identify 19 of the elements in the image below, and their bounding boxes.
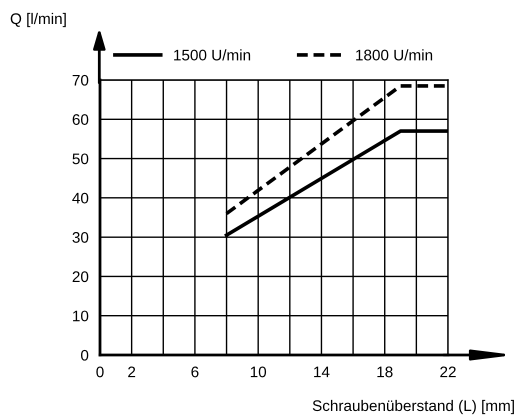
y-tick-label: 10 bbox=[73, 310, 88, 322]
x-tick-label: 22 bbox=[440, 366, 456, 378]
y-tick-label: 40 bbox=[72, 192, 88, 204]
y-tick-label: 0 bbox=[80, 350, 88, 361]
x-tick-label: 18 bbox=[377, 366, 393, 378]
y-axis-title: Q [l/min] bbox=[10, 12, 66, 28]
y-tick-label: 50 bbox=[72, 153, 88, 164]
y-tick-label: 70 bbox=[72, 74, 88, 86]
x-tick-label: 0 bbox=[96, 366, 104, 378]
x-axis-title: Schraubenüberstand (L) [mm] bbox=[312, 400, 514, 414]
x-tick-label: 10 bbox=[250, 366, 266, 378]
x-tick-label: 14 bbox=[314, 366, 330, 378]
legend-label: 1800 U/min bbox=[356, 49, 432, 60]
x-tick-label: 2 bbox=[128, 366, 136, 378]
y-tick-label: 20 bbox=[72, 271, 88, 282]
y-tick-label: 60 bbox=[72, 114, 88, 125]
legend-label: 1500 U/min bbox=[174, 49, 250, 60]
x-tick-label: 6 bbox=[191, 366, 198, 378]
y-tick-label: 30 bbox=[72, 232, 88, 243]
